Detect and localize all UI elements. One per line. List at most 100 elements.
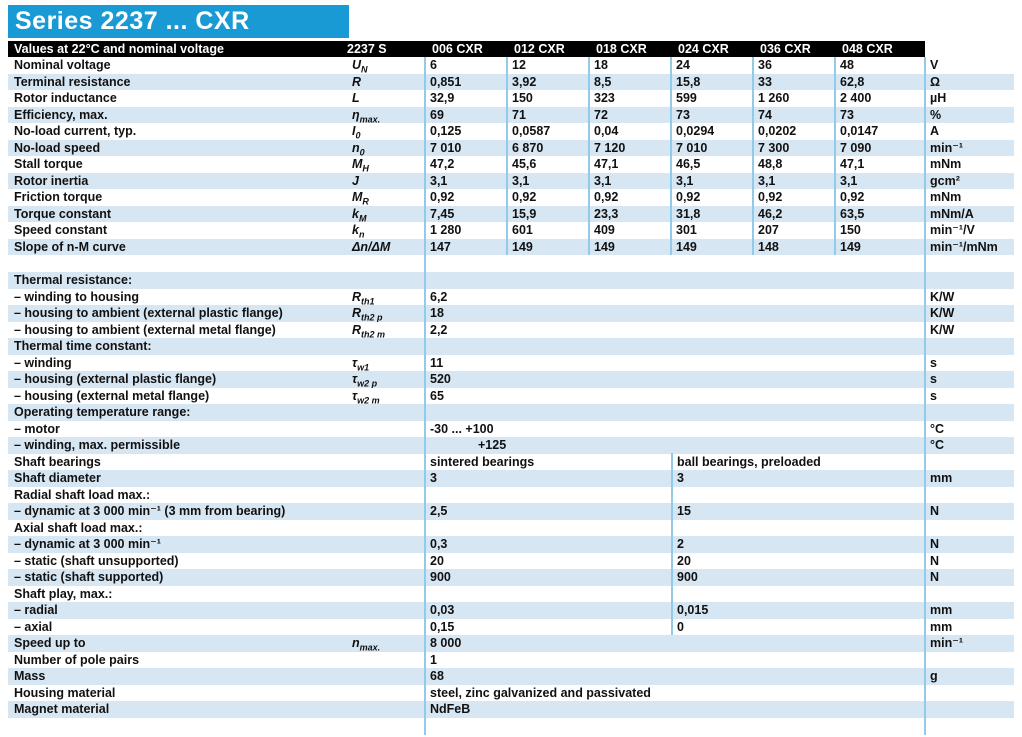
section-gap <box>8 255 1014 272</box>
row-value: 3,1 <box>676 173 694 188</box>
row-label: – housing (external metal flange) <box>14 388 210 403</box>
row-value: 62,8 <box>840 74 865 89</box>
row-value: 301 <box>676 223 697 237</box>
row-value: 18 <box>594 58 608 72</box>
row-value: 7 090 <box>840 140 872 155</box>
row-label: – winding, max. permissible <box>14 438 181 452</box>
row-value: 7,45 <box>430 206 455 221</box>
row-value: NdFeB <box>430 702 471 716</box>
row-value: -30 ... +100 <box>430 421 494 436</box>
row-unit: mNm/A <box>930 206 974 221</box>
table-row: – motor -30 ... +100 °C <box>8 421 1014 438</box>
row-unit: µH <box>930 91 947 105</box>
row-label: Shaft play, max.: <box>14 586 113 601</box>
row-value: 0,0147 <box>840 124 879 138</box>
table-row: No-load speed n0 7 010 6 870 7 120 7 010 7 300… <box>8 139 1014 156</box>
row-value: 3,1 <box>512 173 530 188</box>
row-value: 149 <box>676 239 697 254</box>
row-value: steel, zinc galvanized and passivated <box>430 685 651 700</box>
table-row: – dynamic at 3 000 min⁻¹ (3 mm from bear… <box>8 503 1014 520</box>
row-value: 20 <box>677 553 691 568</box>
row-value: 520 <box>430 372 451 386</box>
row-label: – static (shaft supported) <box>14 570 164 584</box>
row-value: 7 010 <box>676 140 708 155</box>
table-row: Shaft diameter 3 3 mm <box>8 470 1014 487</box>
row-unit <box>925 338 1014 355</box>
row-value: 46,5 <box>676 157 701 171</box>
row-symbol <box>345 272 425 289</box>
row-symbol <box>345 404 425 421</box>
row-value: 7 300 <box>758 140 790 155</box>
row-symbol: kn <box>352 223 365 239</box>
table-row: Shaft bearings sintered bearings ball bear… <box>8 454 1014 471</box>
row-label: Rotor inductance <box>14 91 117 105</box>
row-symbol: J <box>352 173 359 188</box>
row-unit <box>925 520 1014 537</box>
row-value: 409 <box>594 223 615 237</box>
row-symbol <box>345 437 425 454</box>
table-row: – winding τw1 11 s <box>8 355 1014 372</box>
row-value: 48 <box>840 58 854 72</box>
row-unit: °C <box>930 421 945 436</box>
table-row: Thermal resistance: <box>8 272 1014 289</box>
row-label: Friction torque <box>14 190 103 204</box>
row-value: 0 <box>677 619 684 634</box>
row-unit <box>925 454 1014 471</box>
row-symbol: I0 <box>352 124 361 140</box>
row-label: Torque constant <box>14 206 111 221</box>
row-value: 23,3 <box>594 206 619 221</box>
row-unit <box>925 487 1014 504</box>
row-value: 33 <box>758 74 772 89</box>
column-header-018cxr: 018 CXR <box>596 42 647 56</box>
row-symbol <box>345 586 425 603</box>
row-value: 6,2 <box>430 289 448 304</box>
row-label: Axial shaft load max.: <box>14 520 143 535</box>
table-row: Shaft play, max.: <box>8 586 1014 603</box>
row-value: 31,8 <box>676 206 701 221</box>
row-symbol <box>345 652 425 669</box>
column-header-012cxr: 012 CXR <box>514 42 565 56</box>
row-value: 20 <box>430 553 444 568</box>
row-label: Speed constant <box>14 223 108 237</box>
row-value: 0,0202 <box>758 124 797 138</box>
table-row: No-load current, typ. I0 0,125 0,0587 0,04 0,… <box>8 123 1014 140</box>
row-value: 65 <box>430 388 444 403</box>
row-value: 0,851 <box>430 74 462 89</box>
row-value: 47,2 <box>430 157 455 171</box>
page-title: Series 2237 ... CXR <box>8 5 349 38</box>
table-row: – radial 0,03 0,015 mm <box>8 602 1014 619</box>
row-value: 3,1 <box>840 173 858 188</box>
row-label: – motor <box>14 421 60 436</box>
row-value: 3,92 <box>512 74 537 89</box>
row-value: 149 <box>512 239 533 254</box>
row-value: 0,92 <box>594 190 619 204</box>
row-value: 0,92 <box>430 190 455 204</box>
row-unit: s <box>930 372 937 386</box>
table-row: Rotor inertia J 3,1 3,1 3,1 3,1 3,1 3,1 gcm² <box>8 172 1014 189</box>
row-label: Shaft diameter <box>14 471 101 485</box>
row-value: 0,0294 <box>676 124 715 138</box>
row-value <box>425 487 925 504</box>
row-unit: s <box>930 388 937 403</box>
row-label: Speed up to <box>14 636 86 650</box>
row-label: No-load speed <box>14 140 101 155</box>
row-value: 63,5 <box>840 206 865 221</box>
row-label: Terminal resistance <box>14 74 131 89</box>
row-value <box>425 404 925 421</box>
row-value: 72 <box>594 107 608 122</box>
row-label: Slope of n-M curve <box>14 239 126 254</box>
row-value: 2 <box>677 537 684 551</box>
row-value: 3,1 <box>758 173 776 188</box>
row-value: 0,92 <box>758 190 783 204</box>
table-row: – housing (external plastic flange) τw2 p… <box>8 371 1014 388</box>
row-label: – housing to ambient (external plastic f… <box>14 306 283 320</box>
row-symbol <box>345 487 425 504</box>
row-symbol <box>345 338 425 355</box>
row-value: 150 <box>512 91 533 105</box>
row-unit <box>925 652 1014 669</box>
table-row: Slope of n-M curve Δn/ΔM 147 149 149 149 148 14… <box>8 238 1014 255</box>
row-value: 73 <box>676 107 690 122</box>
row-unit: mNm <box>930 190 962 204</box>
table-row: Axial shaft load max.: <box>8 520 1014 537</box>
row-value <box>425 272 925 289</box>
